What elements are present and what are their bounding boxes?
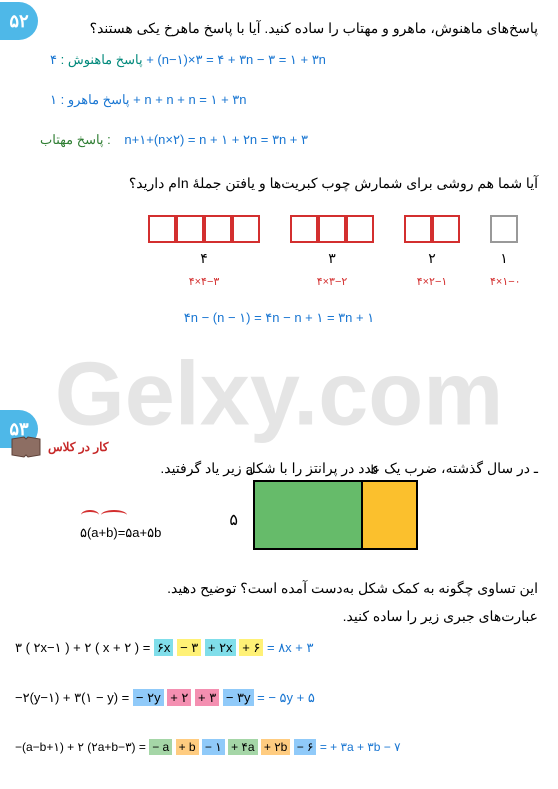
exercise-2: −۲(y−۱) + ۳(۱ − y) = − ۲y + ۲ + ۳ − ۳y =…: [15, 690, 538, 706]
exercise-1: ۳ ( ۲x−۱ ) + ۲ ( x + ۲ ) = ۶x − ۳ + ۲x +…: [15, 640, 538, 656]
square-numbers: ۱ ۲ ۳ ۴: [40, 250, 518, 267]
rect-label-b: b: [371, 462, 378, 477]
question-2: آیا شما هم روشی برای شمارش چوب کبریت‌ها …: [20, 175, 538, 192]
simplify-line: عبارت‌های جبری زیر را ساده کنید.: [20, 608, 538, 625]
rect-diagram: [253, 480, 418, 550]
question-1: پاسخ‌های ماهنوش، ماهرو و مهتاب را ساده ک…: [20, 20, 538, 37]
watermark: Gelxy.com: [55, 343, 504, 446]
answer2-label: پاسخ ماهرو :: [61, 92, 130, 107]
distributive-eq: ۵(a+b)=۵a+۵b: [80, 510, 161, 541]
book-icon: [10, 435, 42, 459]
rect-label-5: ۵: [229, 510, 238, 530]
matchstick-squares: [40, 215, 518, 243]
class-work-label: کار در کلاس: [48, 440, 109, 454]
explain-line: این تساوی چگونه به کمک شکل به‌دست آمده ا…: [20, 580, 538, 597]
rect-label-a: a: [246, 462, 253, 477]
formula-4n: ۴n − (n − ۱) = ۴n − n + ۱ = ۳n + ۱: [20, 310, 538, 326]
line-sal: ـ در سال گذشته، ضرب یک عدد در پرانتز را …: [20, 460, 538, 477]
square-formulas: ۴×۱−۰ ۴×۲−۱ ۴×۳−۲ ۴×۴−۳: [20, 275, 538, 288]
answer3-expr: n+۱+(n×۲) = n + ۱ + ۲n = ۳n + ۳: [124, 132, 308, 147]
answer3-label: پاسخ مهتاب :: [40, 132, 111, 147]
exercise-3: −(a−b+۱) + ۲ (۲a+b−۳) = − a + b − ۱ + ۴a…: [15, 740, 538, 754]
answer1-label: پاسخ ماهنوش :: [61, 52, 143, 67]
